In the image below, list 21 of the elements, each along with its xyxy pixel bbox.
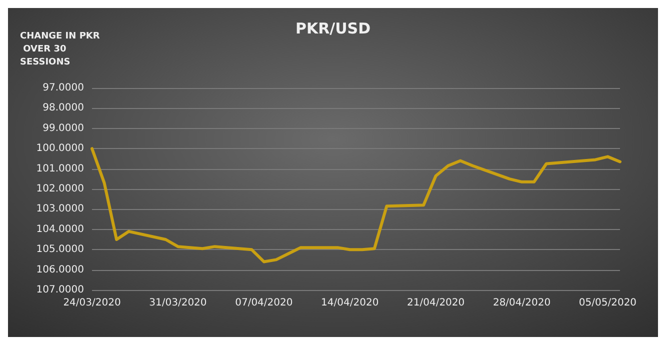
chart-title: PKR/USD	[295, 20, 371, 38]
y-axis-title: CHANGE IN PKR OVER 30 SESSIONS	[20, 32, 100, 68]
y-tick-label: 100.0000	[36, 143, 84, 154]
y-tick-label: 99.0000	[42, 122, 84, 134]
y-tick-label: 102.0000	[36, 184, 84, 194]
y-tick-label: 97.0000	[42, 82, 84, 94]
y-tick-label: 105.0000	[36, 244, 84, 256]
line-series	[90, 147, 622, 264]
x-tick-label: 07/04/2020	[235, 298, 293, 308]
x-tick-label: 31/03/2020	[149, 298, 207, 308]
x-tick-label: 14/04/2020	[321, 298, 379, 308]
y-tick-label: 106.0000	[36, 264, 84, 276]
x-tick-label: 24/03/2020	[63, 298, 121, 308]
x-tick-label: 05/05/2020	[578, 298, 637, 308]
y-tick-label: 104.0000	[36, 224, 84, 235]
y-tick-label: 101.0000	[36, 163, 84, 174]
x-tick-label: 28/04/2020	[492, 298, 551, 308]
y-tick-label: 103.0000	[36, 204, 84, 215]
x-tick-label: 21/04/2020	[406, 298, 465, 308]
y-tick-label: 98.0000	[42, 102, 84, 114]
y-tick-label: 107.0000	[36, 284, 84, 296]
